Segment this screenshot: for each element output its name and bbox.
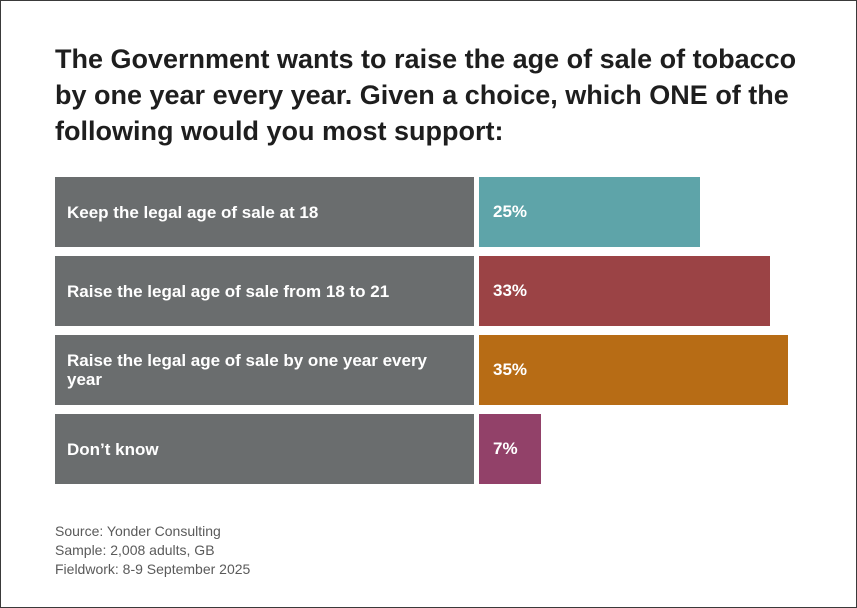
- category-label-box: Raise the legal age of sale by one year …: [55, 335, 474, 405]
- category-label-box: Raise the legal age of sale from 18 to 2…: [55, 256, 474, 326]
- category-label-box: Keep the legal age of sale at 18: [55, 177, 474, 247]
- category-label: Keep the legal age of sale at 18: [67, 202, 319, 222]
- source-note: Source: Yonder Consulting: [55, 523, 221, 539]
- bar: 33%: [479, 256, 770, 326]
- category-label: Don’t know: [67, 439, 159, 459]
- category-label: Raise the legal age of sale by one year …: [67, 351, 428, 389]
- bar: 7%: [479, 414, 541, 484]
- bar-value-label: 33%: [493, 281, 528, 300]
- category-label-box: Don’t know: [55, 414, 474, 484]
- bar-value-label: 35%: [493, 360, 528, 379]
- category-label: Raise the legal age of sale from 18 to 2…: [67, 281, 390, 301]
- bar: 25%: [479, 177, 700, 247]
- fieldwork-note: Fieldwork: 8-9 September 2025: [55, 561, 251, 577]
- bar: 35%: [479, 335, 788, 405]
- sample-note: Sample: 2,008 adults, GB: [55, 542, 215, 558]
- chart-footer: Source: Yonder Consulting Sample: 2,008 …: [55, 522, 250, 579]
- bar-value-label: 7%: [493, 439, 518, 458]
- chart-title: The Government wants to raise the age of…: [55, 44, 797, 146]
- bar-value-label: 25%: [493, 202, 528, 221]
